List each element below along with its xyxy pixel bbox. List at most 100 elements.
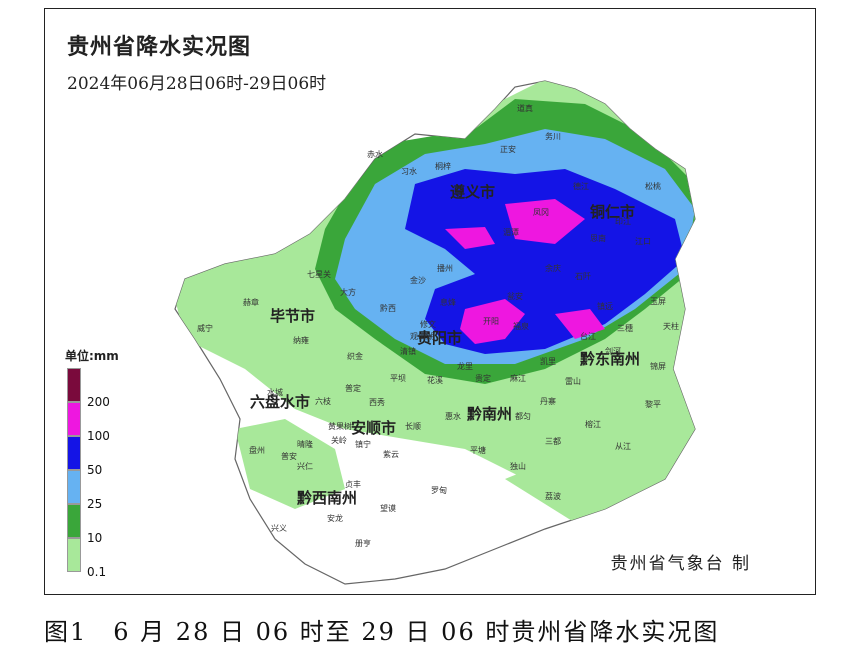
city-label-qiandongnan: 黔东南州 [580, 350, 640, 368]
city-label-bijie: 毕节市 [270, 307, 315, 325]
county-label: 都匀 [515, 411, 531, 421]
county-label: 黔西 [380, 303, 396, 313]
county-label: 织金 [347, 351, 363, 361]
legend-title: 单位:mm [65, 349, 119, 363]
county-label: 凯里 [540, 356, 556, 366]
county-label: 德江 [573, 181, 589, 191]
rain-zone-magenta-east [555, 309, 605, 339]
county-label: 湄潭 [503, 228, 519, 237]
county-label: 修文 [420, 319, 436, 329]
map-frame: 遵义市 铜仁市 毕节市 贵阳市 黔东南州 六盘水市 安顺市 黔南州 黔西南州 道… [44, 8, 816, 595]
county-label: 榕江 [585, 419, 601, 429]
map-subtitle: 2024年06月28日06时-29日06时 [67, 74, 327, 94]
city-label-qiannan: 黔南州 [467, 405, 512, 423]
county-label: 清镇 [400, 346, 416, 356]
county-label: 印江 [615, 217, 631, 226]
city-label-guiyang: 贵阳市 [417, 329, 462, 347]
map-title: 贵州省降水实况图 [67, 35, 252, 60]
county-label: 平坝 [390, 374, 406, 383]
county-label: 剑河 [605, 346, 621, 356]
county-label: 威宁 [197, 323, 213, 333]
county-label: 盘州 [249, 445, 265, 455]
legend-label-100: 100 [87, 429, 110, 443]
legend-label-50: 50 [87, 463, 103, 477]
legend: 单位:mm 200 100 50 25 10 0.1 [65, 347, 125, 579]
county-label: 丹寨 [540, 396, 556, 406]
county-label: 兴义 [271, 524, 287, 533]
county-label: 七星关 [307, 269, 331, 279]
city-label-tongren: 铜仁市 [590, 203, 635, 221]
county-label: 花溪 [427, 375, 443, 385]
county-label: 松桃 [645, 181, 661, 191]
city-label-zunyi: 遵义市 [450, 183, 495, 201]
county-label: 黎平 [645, 399, 661, 409]
county-label: 凤冈 [533, 208, 549, 217]
county-label: 播州 [437, 263, 453, 273]
rain-zone-magenta-north [505, 199, 585, 244]
county-label: 务川 [545, 131, 561, 141]
legend-label-10: 10 [87, 531, 103, 545]
legend-swatch-200plus [67, 368, 81, 402]
figure-caption: 图1 6 月 28 日 06 时至 29 日 06 时贵州省降水实况图 [44, 618, 720, 646]
county-label: 锦屏 [650, 361, 666, 371]
county-label: 罗甸 [431, 485, 447, 495]
county-label: 开阳 [483, 317, 499, 326]
county-label: 荔波 [545, 491, 561, 501]
county-label: 纳雍 [293, 335, 309, 345]
legend-swatch-10-25 [67, 504, 81, 538]
county-label: 息烽 [440, 297, 456, 307]
legend-label-200: 200 [87, 395, 110, 409]
county-label: 天柱 [663, 321, 679, 331]
legend-label-0.1: 0.1 [87, 565, 107, 579]
county-label: 雷山 [565, 376, 581, 386]
legend-swatch-25-50 [67, 470, 81, 504]
city-label-anshun: 安顺市 [351, 419, 396, 437]
county-label: 赤水 [367, 149, 383, 159]
county-label: 桐梓 [435, 161, 451, 171]
credit-text: 贵州省气象台 制 [610, 554, 751, 574]
county-label: 册亨 [355, 538, 371, 548]
county-label: 三穗 [617, 323, 633, 333]
county-label: 晴隆 [297, 439, 313, 449]
county-label: 六枝 [315, 396, 331, 406]
county-label: 三都 [545, 437, 561, 446]
county-label: 兴仁 [297, 461, 313, 471]
county-label: 独山 [510, 461, 526, 471]
county-label: 惠水 [445, 411, 461, 421]
county-label: 大方 [340, 287, 356, 297]
legend-label-25: 25 [87, 497, 103, 511]
rain-zone-light-green-west [235, 419, 345, 509]
legend-swatch-50-100 [67, 436, 81, 470]
county-label: 安龙 [327, 513, 343, 523]
city-label-liupanshui: 六盘水市 [250, 393, 310, 411]
rain-zone-light-green-south [505, 439, 685, 529]
county-label: 紫云 [383, 450, 399, 459]
county-label: 观山湖 [410, 331, 434, 341]
county-label: 龙里 [457, 361, 473, 371]
county-label: 江口 [635, 237, 651, 246]
county-label: 贞丰 [345, 479, 361, 489]
county-label: 正安 [500, 144, 516, 154]
county-label: 玉屏 [650, 297, 666, 306]
county-label: 关岭 [331, 435, 347, 445]
county-label: 普安 [281, 451, 297, 461]
county-label: 望谟 [380, 503, 396, 513]
legend-swatches: 200 100 50 25 10 0.1 [65, 368, 125, 579]
county-label: 普定 [345, 383, 361, 393]
precipitation-map: 遵义市 铜仁市 毕节市 贵阳市 黔东南州 六盘水市 安顺市 黔南州 黔西南州 道… [174, 80, 696, 585]
rain-zone-magenta-south [460, 299, 525, 344]
county-label: 长顺 [405, 421, 421, 431]
county-label: 余庆 [545, 263, 561, 273]
county-label: 镇宁 [355, 439, 371, 449]
county-label: 黄果树 [328, 421, 352, 431]
county-label: 水城 [267, 387, 283, 397]
county-label: 镇远 [597, 301, 613, 311]
county-label: 从江 [615, 442, 631, 451]
legend-swatch-0.1-10 [67, 538, 81, 572]
county-label: 福泉 [513, 321, 529, 331]
county-label: 贵定 [475, 373, 491, 383]
county-label: 思南 [590, 233, 606, 243]
county-label: 麻江 [510, 373, 526, 383]
county-label: 道真 [517, 103, 533, 113]
legend-swatch-100-200 [67, 402, 81, 436]
